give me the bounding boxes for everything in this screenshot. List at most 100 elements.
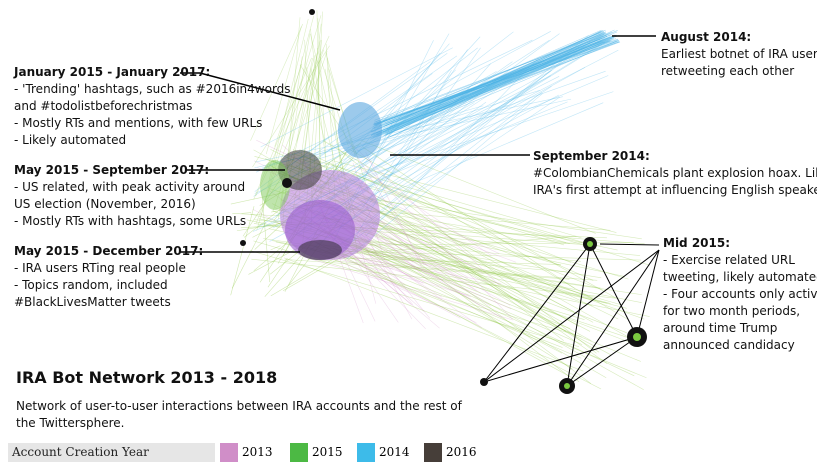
node (633, 333, 641, 341)
node (564, 383, 570, 389)
connector (599, 243, 660, 246)
edge (357, 166, 492, 256)
annotation: September 2014: #ColombianChemicals plant… (533, 148, 817, 199)
edge (339, 150, 597, 354)
edge (352, 237, 602, 279)
edge (292, 153, 582, 239)
legend-label: 2014 (379, 445, 410, 459)
edge (284, 259, 570, 280)
edge (267, 258, 288, 288)
legend-swatch (220, 443, 238, 462)
annotation-line: - Four accounts only active (663, 287, 817, 301)
edge (342, 235, 577, 255)
legend-swatch (290, 443, 308, 462)
edge (362, 49, 468, 209)
legend-swatch (357, 443, 375, 462)
subtitle: Network of user-to-user interactions bet… (16, 399, 462, 430)
connector (199, 72, 341, 111)
legend-label: 2016 (446, 445, 477, 459)
edge (365, 151, 422, 267)
edge (241, 212, 252, 214)
edge (270, 245, 281, 251)
edge (359, 242, 414, 305)
edge (307, 258, 598, 281)
edge (265, 26, 302, 155)
connectors (180, 35, 656, 253)
annotation-line: #BlackLivesMatter tweets (14, 295, 171, 309)
node (240, 240, 246, 246)
edge (323, 251, 502, 284)
edge (341, 172, 583, 243)
edge (299, 255, 514, 321)
edge (231, 222, 266, 289)
edge (386, 38, 601, 130)
edge (252, 45, 330, 168)
annotation-line: Earliest botnet of IRA users (661, 47, 817, 61)
edge (326, 250, 642, 261)
legend: Account Creation Year 2013 2015 2014 2016 (0, 442, 817, 462)
edge (332, 247, 580, 382)
edge (353, 238, 482, 328)
annotation-line: for two month periods, (663, 304, 801, 318)
edge (274, 63, 303, 147)
edge (350, 149, 616, 298)
edge (284, 257, 584, 372)
edge (293, 70, 606, 182)
annotation-line: - US related, with peak activity around (14, 180, 246, 194)
annotation-line: retweeting each other (661, 64, 795, 78)
edge (483, 243, 591, 383)
edge (250, 23, 304, 141)
edge (332, 102, 604, 218)
edge (375, 36, 611, 135)
legend-swatch (424, 443, 442, 462)
edge (356, 227, 607, 239)
legend-item: 2015 (290, 443, 343, 462)
edge (334, 234, 571, 329)
title: IRA Bot Network 2013 - 2018 (16, 368, 278, 387)
edge (566, 336, 638, 387)
annotation-line: and #todolistbeforechristmas (14, 99, 193, 113)
edge (346, 93, 543, 259)
edge (375, 31, 606, 122)
edge (314, 246, 582, 359)
edge (337, 245, 585, 320)
annotation-line: - Topics random, included (14, 278, 168, 292)
cluster (298, 240, 342, 260)
annotation: May 2015 - December 2017: - IRA users RTi… (14, 243, 203, 311)
legend-title: Account Creation Year (8, 443, 215, 462)
edge (371, 29, 606, 133)
edge (333, 160, 617, 233)
edge (299, 149, 594, 281)
annotation-line: announced candidacy (663, 338, 795, 352)
legend-label: 2015 (312, 445, 343, 459)
edge (374, 36, 608, 126)
legend-label: 2013 (242, 445, 273, 459)
edge (335, 44, 601, 209)
edge (589, 243, 638, 338)
annotation-heading: Mid 2015: (663, 236, 731, 250)
edge (348, 191, 567, 332)
edge (267, 18, 309, 187)
cluster (338, 102, 382, 158)
annotation-line: - Mostly RTs with hashtags, some URLs (14, 214, 247, 228)
edge (364, 164, 513, 320)
edge (363, 254, 567, 273)
edge (249, 250, 580, 347)
edge (566, 243, 591, 387)
edge (333, 91, 614, 187)
clusters (260, 102, 382, 260)
edge (373, 40, 611, 136)
edge (324, 230, 635, 377)
edge (323, 140, 629, 320)
edge (260, 47, 453, 148)
legend-item: 2013 (220, 443, 273, 462)
connector (566, 249, 660, 387)
edge (326, 57, 343, 179)
edge (353, 237, 611, 304)
edge (384, 38, 602, 136)
mid-2015-nodes (480, 237, 660, 394)
edge (317, 18, 327, 158)
annotation-line: - IRA users RTing real people (14, 261, 186, 275)
node (282, 178, 292, 188)
edge (311, 237, 642, 303)
